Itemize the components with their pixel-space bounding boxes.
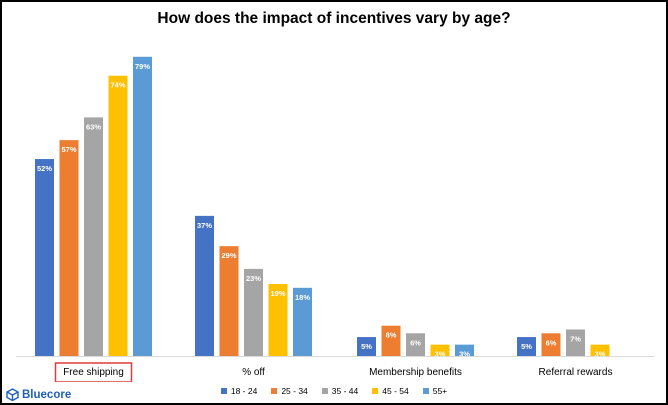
bar-membership-benefits-18-24 <box>357 337 376 356</box>
data-label: 79% <box>135 62 150 71</box>
legend-item-35-44: 35 - 44 <box>321 386 359 396</box>
legend-swatch <box>422 388 429 394</box>
bar-free-shipping-18-24 <box>35 159 54 356</box>
legend-label: 55+ <box>432 386 448 396</box>
bar-membership-benefits-45-54 <box>430 344 450 356</box>
bar-chart: 52% 57% 63% 74% 79% Free shipping 37% 29% 23% 19%… <box>16 56 654 382</box>
brand-name: Bluecore <box>22 388 72 401</box>
legend-swatch <box>220 388 227 394</box>
data-label: 63% <box>86 122 101 131</box>
data-label: 3% <box>435 350 446 359</box>
bar-free-shipping-45-54 <box>108 75 128 356</box>
category-label-referral-rewards: Referral rewards <box>539 367 613 378</box>
chart-legend: 18 - 24 25 - 34 35 - 44 45 - 54 55+ <box>2 386 666 396</box>
data-label: 29% <box>221 251 236 260</box>
data-label: 6% <box>546 338 557 347</box>
legend-swatch <box>372 388 379 394</box>
data-label: 5% <box>361 342 372 351</box>
brand-logo: Bluecore <box>6 388 71 401</box>
legend-item-18-24: 18 - 24 <box>220 386 258 396</box>
legend-item-25-34: 25 - 34 <box>271 386 308 396</box>
bar-referral-rewards-45-54 <box>590 344 610 356</box>
data-label: 8% <box>386 331 397 340</box>
bar-referral-rewards-35-44 <box>566 329 585 356</box>
data-label: 18% <box>295 293 310 302</box>
data-label: 23% <box>246 274 261 283</box>
category-label-off: % off <box>242 367 265 378</box>
category-label-free-shipping: Free shipping <box>63 367 124 378</box>
legend-item-45-54: 45 - 54 <box>372 386 409 396</box>
data-label: 5% <box>521 342 532 351</box>
bar-membership-benefits-55 <box>455 344 474 356</box>
bar-off-18-24 <box>195 215 214 356</box>
data-label: 37% <box>197 221 212 230</box>
bar-off-35-44 <box>244 268 263 356</box>
cube-logo-icon <box>6 388 19 401</box>
data-label: 3% <box>459 350 470 359</box>
bar-off-45-54 <box>268 284 288 356</box>
data-label: 52% <box>37 164 52 173</box>
data-label: 74% <box>110 81 125 90</box>
legend-label: 25 - 34 <box>281 386 308 396</box>
legend-label: 35 - 44 <box>331 386 359 396</box>
chart-title: How does the impact of incentives vary b… <box>157 10 511 27</box>
bar-free-shipping-25-34 <box>59 140 79 356</box>
bar-referral-rewards-25-34 <box>541 333 561 356</box>
bar-off-55 <box>293 287 312 356</box>
category-highlight-box <box>54 362 133 382</box>
category-label-membership-benefits: Membership benefits <box>369 367 462 378</box>
bar-free-shipping-55 <box>133 56 152 356</box>
legend-swatch <box>271 388 278 394</box>
bar-free-shipping-35-44 <box>84 117 103 356</box>
data-label: 7% <box>570 334 581 343</box>
data-label: 3% <box>595 350 606 359</box>
legend-swatch <box>321 388 328 394</box>
legend-label: 18 - 24 <box>230 386 258 396</box>
data-label: 6% <box>410 338 421 347</box>
data-label: 19% <box>270 289 285 298</box>
bar-referral-rewards-18-24 <box>517 337 536 356</box>
legend-item-55: 55+ <box>422 386 448 396</box>
legend-label: 45 - 54 <box>382 386 409 396</box>
bar-membership-benefits-25-34 <box>381 325 401 356</box>
bar-membership-benefits-35-44 <box>406 333 425 356</box>
bar-off-25-34 <box>219 246 239 356</box>
data-label: 57% <box>61 145 76 154</box>
